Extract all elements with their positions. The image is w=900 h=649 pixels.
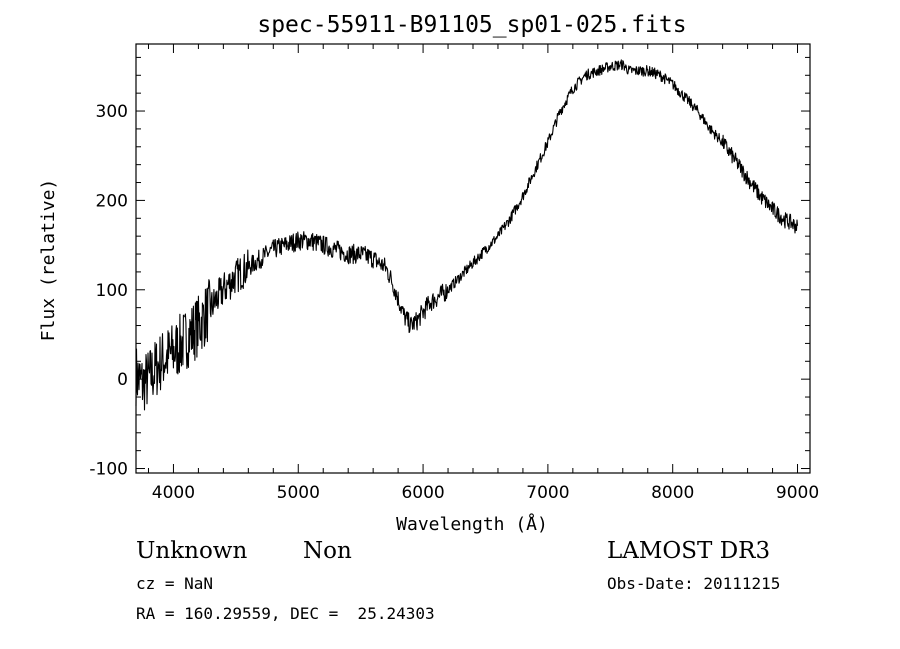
y-tick-label: 300 [96,102,128,122]
y-tick-label: 0 [117,370,128,390]
y-tick-label: -100 [89,460,128,480]
x-tick-label: 9000 [776,483,819,503]
coordinates: RA = 160.29559, DEC = 25.24303 [136,604,435,623]
x-tick-label: 4000 [152,483,195,503]
object-class: Unknown [136,538,248,564]
observation-date: Obs-Date: 20111215 [607,574,781,593]
y-tick-label: 100 [96,281,128,301]
x-tick-label: 8000 [651,483,694,503]
x-tick-label: 5000 [277,483,320,503]
y-tick-label: 200 [96,191,128,211]
spectrum-line [135,59,799,411]
redshift-cz: cz = NaN [136,574,214,593]
x-axis-label: Wavelength (Å) [396,513,548,535]
chart-title: spec-55911-B91105_sp01-025.fits [257,12,686,38]
axis-ticks [136,44,810,473]
x-tick-label: 6000 [401,483,444,503]
y-axis-label: Flux (relative) [38,179,59,342]
plot-frame [135,43,811,474]
object-subclass: Non [303,538,352,564]
x-tick-label: 7000 [526,483,569,503]
tick-labels: 4000 5000 6000 7000 8000 9000 -100 0 100 200 300 [89,102,819,503]
survey-name: LAMOST DR3 [607,538,771,564]
